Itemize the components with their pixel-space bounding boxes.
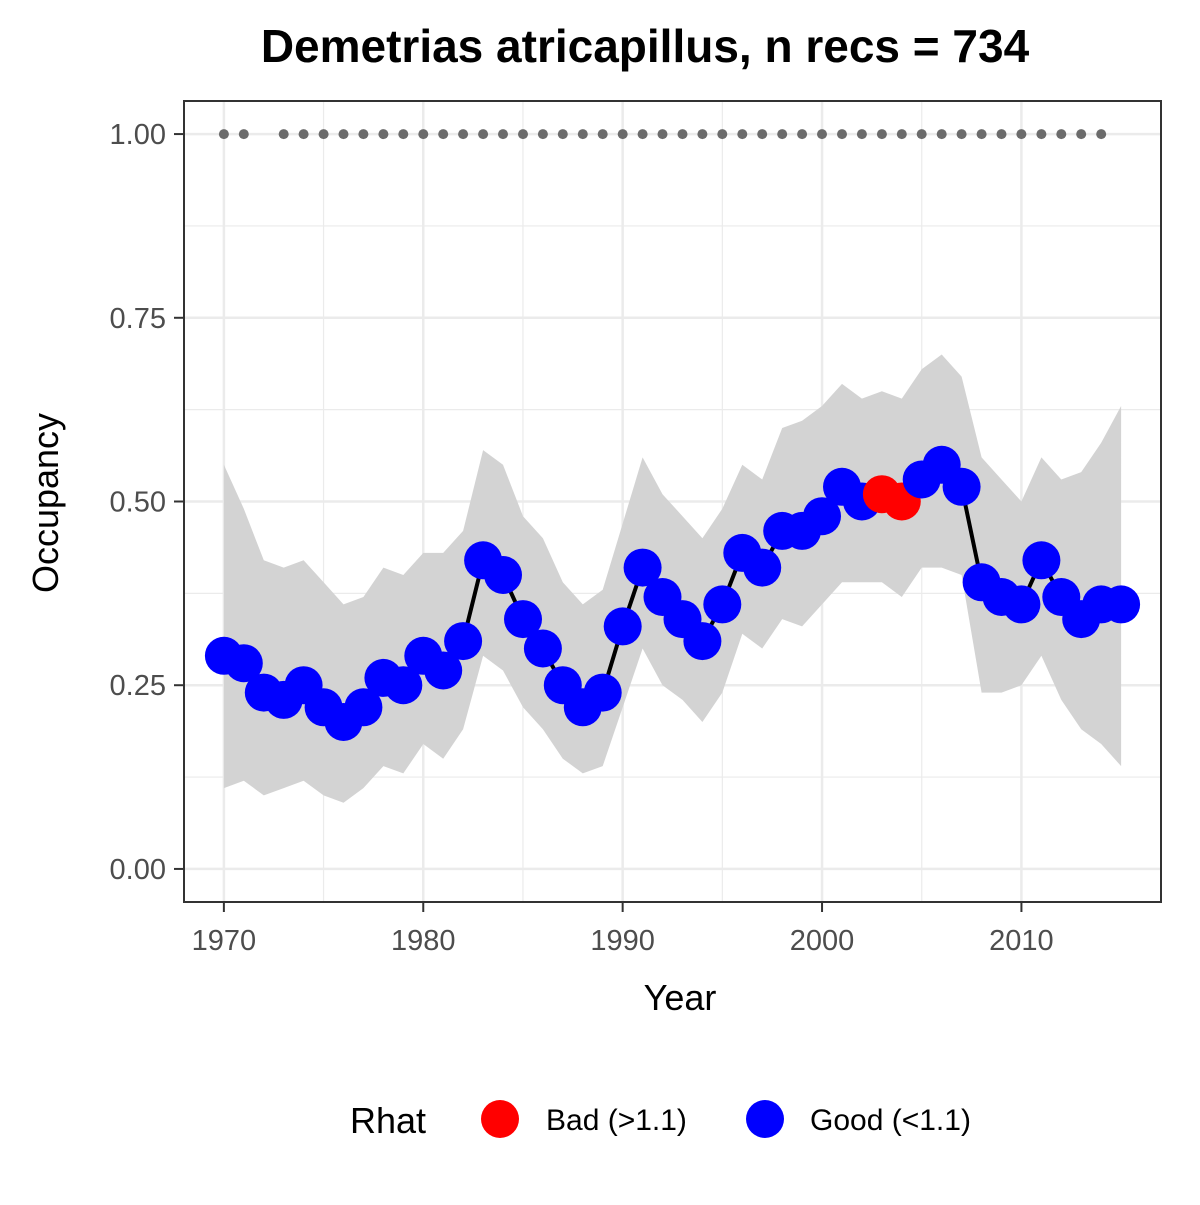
chart-title: Demetrias atricapillus, n recs = 734 (261, 20, 1030, 72)
x-axis: 1970 1980 1990 2000 2010 (192, 902, 1054, 957)
record-dot-1977 (358, 129, 369, 140)
record-dot-1999 (797, 129, 808, 140)
record-dot-1982 (458, 129, 469, 140)
y-tick-label-0.25: 0.25 (110, 670, 166, 702)
occupancy-point-1985 (504, 600, 542, 639)
record-dot-2010 (1016, 129, 1027, 140)
record-dot-2005 (916, 129, 927, 140)
record-dot-2013 (1076, 129, 1087, 140)
occupancy-point-1986 (523, 629, 562, 668)
record-dot-1998 (777, 129, 788, 140)
occupancy-point-1990 (603, 607, 642, 646)
occupancy-point-1995 (703, 585, 742, 624)
record-dot-2000 (817, 129, 827, 140)
record-dot-1978 (378, 129, 389, 140)
record-dot-1986 (537, 129, 548, 140)
record-dots (218, 129, 1107, 140)
record-dot-1988 (577, 129, 588, 140)
record-dot-1979 (398, 129, 409, 140)
record-dot-2002 (856, 129, 867, 140)
record-dot-1981 (438, 129, 449, 140)
record-dot-2012 (1056, 129, 1067, 140)
y-axis: 0.00 0.25 0.50 0.75 1.00 (110, 119, 184, 886)
record-dot-1980 (418, 129, 429, 140)
y-axis-title: Occupancy (25, 413, 66, 593)
record-dot-2001 (837, 129, 847, 140)
occupancy-point-2015 (1102, 585, 1141, 624)
plot-panel (183, 100, 1162, 903)
x-tick-label-2000: 2000 (790, 925, 855, 957)
y-tick-label-0.50: 0.50 (110, 487, 166, 519)
record-dot-1976 (338, 129, 349, 140)
y-tick-label-0.75: 0.75 (110, 303, 166, 335)
record-dot-1992 (657, 129, 668, 140)
record-dot-1993 (677, 129, 688, 140)
record-dot-1991 (637, 129, 648, 140)
x-tick-label-1990: 1990 (590, 925, 655, 957)
y-tick-label-1.00: 1.00 (110, 119, 166, 151)
record-dot-2007 (956, 129, 967, 140)
x-tick-label-1980: 1980 (391, 925, 456, 957)
record-dot-1985 (518, 129, 528, 140)
record-dot-2011 (1036, 129, 1047, 140)
x-axis-title: Year (644, 977, 717, 1018)
record-dot-1989 (597, 129, 608, 140)
record-dot-2009 (996, 129, 1007, 140)
credible-interval-ribbon (223, 354, 1122, 803)
occupancy-point-1981 (424, 651, 463, 690)
occupancy-point-1994 (683, 622, 722, 661)
record-dot-1983 (478, 129, 489, 140)
record-dot-2008 (976, 129, 987, 140)
occupancy-point-1982 (444, 622, 483, 661)
record-dot-1994 (697, 129, 708, 140)
record-dot-1984 (498, 129, 508, 140)
y-tick-label-0.00: 0.00 (110, 854, 166, 886)
occupancy-point-2000 (803, 497, 841, 536)
legend: Rhat Bad (>1.1) Good (<1.1) (350, 1100, 971, 1141)
occupancy-point-1997 (743, 548, 782, 587)
record-dot-1975 (318, 129, 329, 140)
record-dot-1974 (298, 129, 309, 140)
occupancy-point-2007 (942, 467, 981, 506)
record-dot-2003 (876, 129, 887, 140)
record-dot-1990 (617, 129, 628, 140)
occupancy-point-1984 (484, 556, 522, 594)
occupancy-point-1991 (623, 548, 662, 587)
record-dot-1987 (557, 129, 568, 140)
legend-label-good: Good (<1.1) (810, 1104, 971, 1137)
occupancy-points (204, 445, 1141, 741)
record-dot-1970 (218, 129, 229, 140)
occupancy-point-1971 (224, 644, 263, 683)
legend-swatch-bad (481, 1100, 519, 1138)
legend-swatch-good (746, 1100, 784, 1138)
record-dot-1973 (278, 129, 289, 140)
x-tick-label-1970: 1970 (192, 925, 257, 957)
record-dot-1995 (717, 129, 728, 140)
occupancy-point-2011 (1022, 541, 1061, 580)
record-dot-1971 (238, 129, 249, 140)
x-tick-label-2010: 2010 (989, 925, 1054, 957)
record-dot-2014 (1096, 129, 1107, 140)
legend-item-bad: Bad (>1.1) (481, 1100, 687, 1138)
occupancy-point-1979 (384, 666, 423, 705)
record-dot-2006 (936, 129, 947, 140)
record-dot-1997 (757, 129, 768, 140)
occupancy-point-2010 (1002, 585, 1041, 624)
legend-label-bad: Bad (>1.1) (546, 1104, 687, 1137)
occupancy-point-1977 (344, 688, 383, 727)
legend-item-good: Good (<1.1) (746, 1100, 971, 1138)
legend-title: Rhat (350, 1100, 426, 1141)
record-dot-2004 (896, 129, 907, 140)
occupancy-point-1989 (583, 673, 622, 712)
record-dot-1996 (737, 129, 748, 140)
